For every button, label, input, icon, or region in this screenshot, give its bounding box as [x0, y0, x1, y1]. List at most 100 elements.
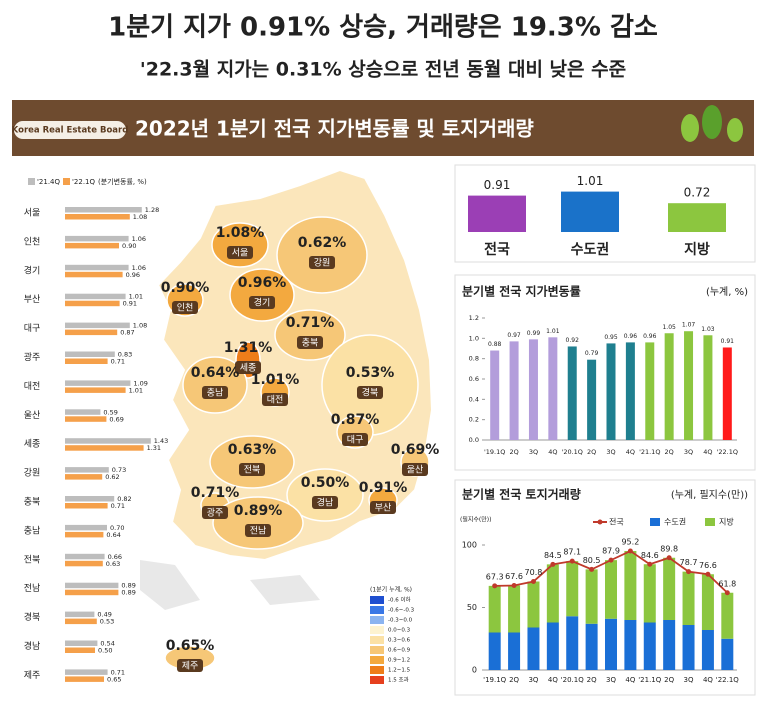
bar-segment	[527, 581, 540, 628]
bar	[668, 203, 726, 232]
y-tick-label: 0.8	[469, 355, 479, 363]
line-point	[705, 571, 711, 577]
map-value-label: 0.71%	[286, 315, 335, 331]
map-name: 광주	[207, 507, 224, 519]
bar	[468, 195, 526, 232]
map-value-label: 0.69%	[391, 442, 440, 458]
region-label: 전남	[24, 583, 41, 594]
value-label: 0.71	[111, 358, 125, 366]
legend-label: 전국	[609, 517, 624, 527]
bar	[65, 676, 104, 682]
category-label: 전국	[484, 241, 510, 258]
map-name-box	[262, 393, 288, 406]
value-label: 0.82	[117, 495, 131, 503]
value-label: 0.73	[112, 466, 126, 474]
value-label: 0.62	[105, 473, 119, 481]
map-legend-swatch	[370, 676, 384, 684]
line-point	[569, 558, 575, 564]
legend-swatch	[705, 518, 715, 526]
line-point	[627, 548, 633, 554]
bar	[703, 335, 713, 440]
bar	[65, 264, 129, 271]
bar-segment	[508, 632, 521, 670]
x-tick-label: 2Q	[509, 676, 519, 684]
bar	[65, 351, 115, 357]
region-label: 부산	[24, 294, 41, 305]
line-point	[666, 555, 672, 561]
map-region	[286, 468, 364, 522]
region-label: 대전	[24, 381, 41, 392]
value-label: 84.5	[544, 551, 562, 560]
map-legend-swatch	[370, 636, 384, 644]
line-point	[530, 579, 536, 584]
map-name-box	[357, 386, 383, 399]
value-label: 70.8	[525, 568, 543, 577]
bar-segment	[624, 551, 637, 620]
bar	[65, 242, 119, 249]
bar	[65, 293, 126, 300]
x-tick-label: 4Q	[626, 448, 635, 456]
y-tick-label: 0.6	[469, 375, 479, 383]
bar-segment	[546, 622, 559, 670]
map-legend-swatch	[370, 666, 384, 674]
x-tick-label: '22.1Q	[716, 676, 740, 684]
banner	[12, 100, 754, 156]
y-tick-label: 0.2	[469, 416, 479, 424]
bar	[65, 387, 126, 393]
x-tick-label: 3Q	[684, 676, 694, 684]
map-value-label: 0.64%	[191, 365, 240, 381]
value-label: 0.88	[488, 341, 502, 348]
bar-segment	[701, 630, 714, 670]
panel-subtitle: (누계, %)	[706, 286, 748, 298]
map-name: 대전	[267, 395, 284, 406]
value-label: 0.87	[120, 329, 134, 337]
bar-segment	[585, 569, 598, 624]
value-label: 0.89	[121, 589, 135, 597]
bar	[65, 214, 130, 220]
bar-segment	[682, 571, 695, 625]
map-name: 충북	[302, 338, 319, 349]
x-tick-label: '19.1Q	[484, 448, 505, 456]
value-label: 1.01	[577, 174, 604, 188]
bar	[65, 553, 105, 560]
bar	[606, 343, 616, 440]
map-value-label: 0.90%	[161, 280, 210, 296]
bar	[65, 474, 103, 480]
map-name-box	[370, 501, 396, 514]
value-label: 84.6	[641, 551, 659, 560]
map-name: 강원	[314, 258, 331, 269]
value-label: 67.6	[505, 572, 523, 581]
panel-title: 분기별 전국 지가변동률	[462, 284, 581, 299]
map-legend-swatch	[370, 616, 384, 624]
line-point	[550, 561, 556, 567]
map-name-box	[309, 256, 335, 269]
x-tick-label: 4Q	[703, 676, 713, 684]
bar	[65, 358, 108, 364]
x-tick-label: 4Q	[703, 448, 712, 456]
line-point	[511, 583, 517, 588]
line-point	[492, 583, 498, 589]
bar	[65, 329, 118, 336]
map-legend-swatch	[370, 626, 384, 634]
bar-segment	[663, 557, 676, 620]
map-name: 인천	[177, 303, 194, 314]
map-value-label: 0.50%	[301, 475, 350, 491]
map-legend-label: 0.9~1.2	[388, 658, 410, 664]
value-label: 0.96	[624, 333, 638, 340]
map-value-label: 0.89%	[234, 503, 283, 519]
value-label: 1.05	[662, 324, 676, 331]
value-label: 1.09	[133, 379, 147, 387]
bar	[65, 438, 151, 444]
bar	[645, 342, 655, 440]
map-name-box	[202, 506, 228, 519]
bar	[65, 611, 95, 618]
bar-segment	[566, 616, 579, 670]
x-tick-label: 3Q	[606, 448, 615, 456]
region-label: 서울	[24, 208, 41, 219]
tree-decoration	[681, 105, 743, 142]
bar	[65, 445, 144, 451]
value-label: 0.96	[643, 333, 657, 340]
region-label: 경북	[24, 611, 41, 623]
bar	[65, 409, 101, 415]
map-value-label: 1.08%	[216, 225, 265, 241]
